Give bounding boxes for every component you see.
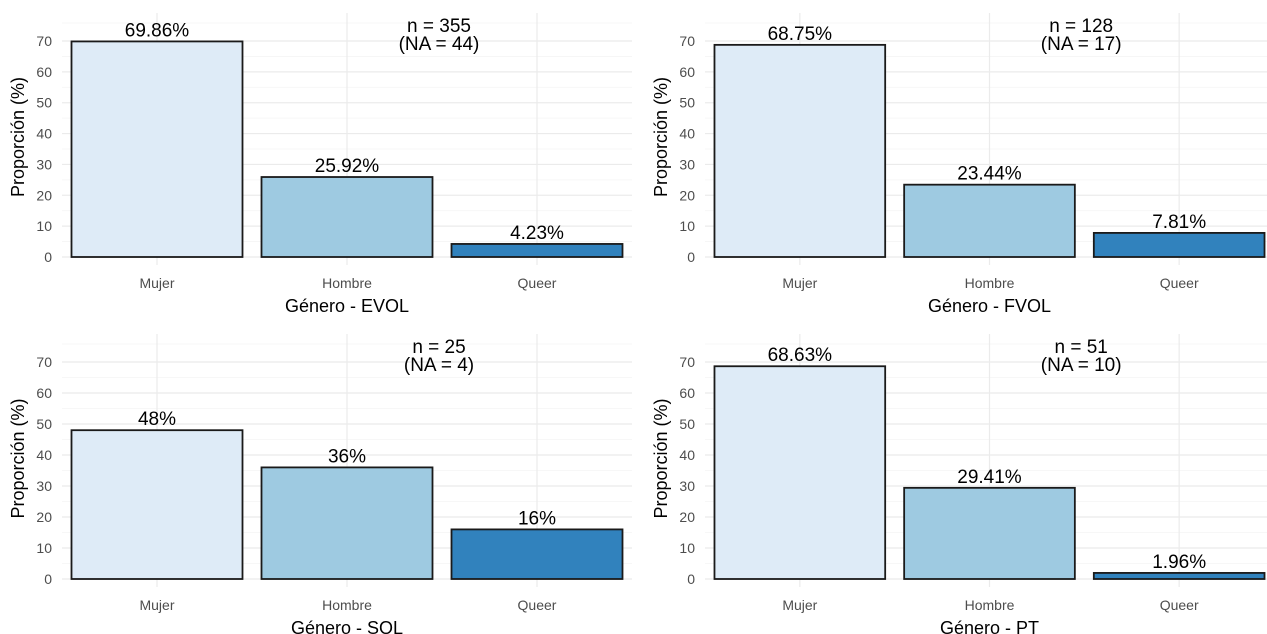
y-tick-label: 20 <box>679 187 695 203</box>
x-tick-label: Mujer <box>782 275 817 291</box>
y-tick-label: 20 <box>679 509 695 525</box>
x-tick-label: Queer <box>1160 275 1199 291</box>
bar-mujer <box>70 40 244 258</box>
bar-value-label: 16% <box>518 508 556 529</box>
sample-size-label: n = 355 <box>407 16 471 37</box>
bar-queer <box>1092 232 1266 258</box>
y-tick-label: 30 <box>679 156 695 172</box>
bar-value-label: 25.92% <box>315 156 380 177</box>
y-tick-label: 70 <box>36 354 52 370</box>
y-tick-label: 30 <box>36 478 52 494</box>
y-tick-label: 0 <box>687 571 695 587</box>
x-axis-title: Género - EVOL <box>285 296 409 316</box>
y-tick-label: 30 <box>679 478 695 494</box>
y-axis-title: Proporción (%) <box>8 77 28 197</box>
x-axis-title: Género - SOL <box>291 618 403 634</box>
bar-mujer <box>713 365 887 580</box>
bar-value-label: 48% <box>138 409 176 430</box>
bar-value-label: 4.23% <box>510 223 564 244</box>
na-count-label: (NA = 4) <box>404 355 474 376</box>
y-tick-label: 40 <box>36 447 52 463</box>
bar-mujer <box>70 429 244 580</box>
bar-value-label: 7.81% <box>1152 212 1206 233</box>
bar-hombre <box>903 183 1076 258</box>
y-axis-title: Proporción (%) <box>651 398 671 518</box>
bar-value-label: 23.44% <box>957 164 1022 185</box>
y-tick-label: 10 <box>36 218 52 234</box>
bar-value-label: 68.63% <box>768 345 833 366</box>
y-tick-label: 70 <box>679 33 695 49</box>
y-tick-label: 70 <box>36 33 52 49</box>
y-tick-label: 40 <box>36 126 52 142</box>
x-tick-label: Queer <box>1160 597 1199 613</box>
sample-size-label: n = 25 <box>412 337 465 358</box>
y-tick-label: 10 <box>679 540 695 556</box>
x-tick-label: Hombre <box>322 275 372 291</box>
na-count-label: (NA = 44) <box>399 34 480 55</box>
na-count-label: (NA = 17) <box>1041 34 1122 55</box>
y-tick-label: 60 <box>36 385 52 401</box>
y-tick-label: 10 <box>36 540 52 556</box>
y-tick-label: 50 <box>679 416 695 432</box>
bar-hombre <box>903 486 1076 580</box>
y-tick-label: 0 <box>44 249 52 265</box>
y-tick-label: 20 <box>36 509 52 525</box>
y-axis-title: Proporción (%) <box>651 77 671 197</box>
panel-2: 0 10 20 30 40 50 60 70 68.75% Mujer 23.44% Hombre 7.… <box>651 13 1267 316</box>
y-tick-label: 10 <box>679 218 695 234</box>
sample-size-label: n = 51 <box>1054 337 1107 358</box>
x-tick-label: Mujer <box>139 275 174 291</box>
y-tick-label: 30 <box>36 156 52 172</box>
x-tick-label: Mujer <box>139 597 174 613</box>
y-tick-label: 70 <box>679 354 695 370</box>
x-tick-label: Queer <box>518 275 557 291</box>
x-axis-title: Género - PT <box>940 618 1039 634</box>
bar-mujer <box>713 43 887 258</box>
x-tick-label: Hombre <box>965 597 1015 613</box>
y-tick-label: 50 <box>36 95 52 111</box>
bar-hombre <box>260 176 434 258</box>
bar-value-label: 29.41% <box>957 467 1022 488</box>
panel-3: 0 10 20 30 40 50 60 70 48% Mujer 36% Hombre 16% Queer… <box>8 334 632 634</box>
bar-hombre <box>260 466 434 580</box>
bar-value-label: 69.86% <box>125 20 190 41</box>
panel-4: 0 10 20 30 40 50 60 70 68.63% Mujer 29.41% Hombre 1.… <box>651 334 1267 634</box>
x-tick-label: Queer <box>518 597 557 613</box>
x-tick-label: Mujer <box>782 597 817 613</box>
y-tick-label: 0 <box>44 571 52 587</box>
y-axis-title: Proporción (%) <box>8 398 28 518</box>
x-tick-label: Hombre <box>965 275 1015 291</box>
x-tick-label: Hombre <box>322 597 372 613</box>
bar-queer <box>450 528 624 580</box>
x-axis-title: Género - FVOL <box>928 296 1051 316</box>
bar-value-label: 68.75% <box>768 24 833 45</box>
y-tick-label: 60 <box>679 385 695 401</box>
y-tick-label: 60 <box>36 64 52 80</box>
bar-queer <box>1092 572 1266 580</box>
y-tick-label: 0 <box>687 249 695 265</box>
bar-value-label: 1.96% <box>1152 552 1206 573</box>
y-tick-label: 50 <box>679 95 695 111</box>
bar-queer <box>450 243 624 258</box>
y-tick-label: 50 <box>36 416 52 432</box>
y-tick-label: 40 <box>679 447 695 463</box>
panel-1: 0 10 20 30 40 50 60 70 69.86% Mujer 25.92% Hombre 4.… <box>8 13 632 316</box>
bar-value-label: 36% <box>328 446 366 467</box>
y-tick-label: 60 <box>679 64 695 80</box>
na-count-label: (NA = 10) <box>1041 355 1122 376</box>
y-tick-label: 40 <box>679 126 695 142</box>
y-tick-label: 20 <box>36 187 52 203</box>
sample-size-label: n = 128 <box>1049 16 1113 37</box>
